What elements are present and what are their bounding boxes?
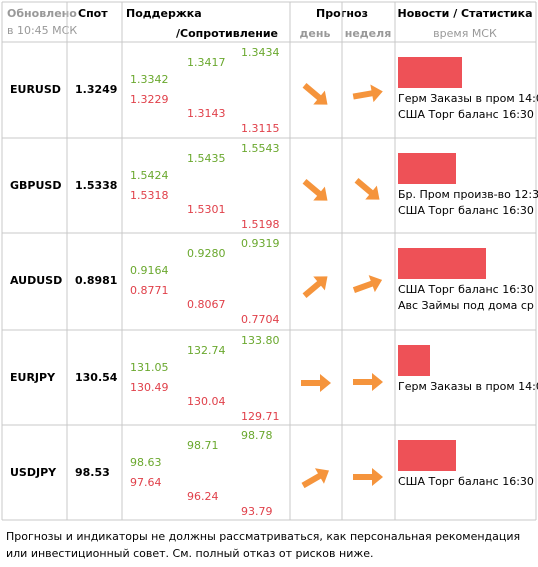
news-importance-bar [398,57,462,88]
news-importance-bar [398,440,456,471]
resistance-level: 93.79 [241,505,273,518]
forecast-arrow [301,468,329,489]
forecast-arrow [353,373,383,391]
resistance-level: 129.71 [241,410,280,423]
support-level: 131.05 [130,361,169,374]
support-level: 1.5543 [241,142,280,155]
pair: EURUSD [10,83,61,96]
support-level: 1.5435 [187,152,226,165]
disclaimer: Прогнозы и индикаторы не должны рассматр… [6,530,521,560]
resistance-header: /Сопротивление [176,27,278,40]
news-header: Новости / Статистика [397,7,532,20]
support-level: 0.9319 [241,237,280,250]
support-level: 133.80 [241,334,280,347]
forecast-arrow [352,84,383,103]
support-level: 1.3342 [130,73,169,86]
spot: 1.3249 [75,83,117,96]
resistance-level: 97.64 [130,476,162,489]
spot-header: Спот [78,7,108,20]
news-item: Герм Заказы в пром 14:00 [398,92,538,105]
resistance-level: 130.49 [130,381,169,394]
news-importance-bar [398,345,430,376]
forecast-arrow [302,83,328,105]
news-item: Авс Займы под дома ср 5:30 [398,299,538,312]
news-item: США Торг баланс 16:30 [398,108,534,121]
updated-label: Обновлено [7,7,77,20]
support-level: 98.78 [241,429,273,442]
support-level: 1.3417 [187,56,226,69]
resistance-level: 96.24 [187,490,219,503]
support-header: Поддержка [126,7,202,20]
support-level: 98.71 [187,439,219,452]
forecast-arrow [302,179,328,201]
resistance-level: 1.3229 [130,93,169,106]
support-level: 1.5424 [130,169,169,182]
news-importance-bar [398,248,486,279]
forecast-arrow [354,178,380,200]
spot: 130.54 [75,371,118,384]
updated-time: в 10:45 МСК [7,24,77,37]
forecast-arrow [302,276,328,298]
support-level: 1.3434 [241,46,280,59]
support-level: 132.74 [187,344,226,357]
resistance-level: 1.3143 [187,107,226,120]
spot: 0.8981 [75,274,117,287]
forecast-arrow [301,374,331,392]
spot: 1.5338 [75,179,117,192]
resistance-level: 0.7704 [241,313,280,326]
resistance-level: 130.04 [187,395,226,408]
news-importance-bar [398,153,456,184]
resistance-level: 1.3115 [241,122,280,135]
support-level: 0.9280 [187,247,226,260]
resistance-level: 1.5301 [187,203,226,216]
day-header: день [300,27,331,40]
news-item: Герм Заказы в пром 14:00 [398,380,538,393]
resistance-level: 1.5318 [130,189,169,202]
news-item: США Торг баланс 16:30 [398,283,534,296]
forecast-table: Обновлено в 10:45 МСК Спот Поддержка /Со… [1,1,538,521]
resistance-level: 0.8067 [187,298,226,311]
news-item: США Торг баланс 16:30 [398,475,534,488]
forecast-arrow [352,275,383,293]
news-item: Бр. Пром произв-во 12:30 [398,188,538,201]
forecast-arrow [353,468,383,486]
pair: USDJPY [10,466,57,479]
pair: AUDUSD [10,274,62,287]
week-header: неделя [345,27,392,40]
news-time-header: время МСК [433,27,497,40]
pair: GBPUSD [10,179,61,192]
resistance-level: 0.8771 [130,284,169,297]
support-level: 98.63 [130,456,162,469]
spot: 98.53 [75,466,110,479]
resistance-level: 1.5198 [241,218,280,231]
support-level: 0.9164 [130,264,169,277]
news-item: США Торг баланс 16:30 [398,204,534,217]
pair: EURJPY [10,371,56,384]
